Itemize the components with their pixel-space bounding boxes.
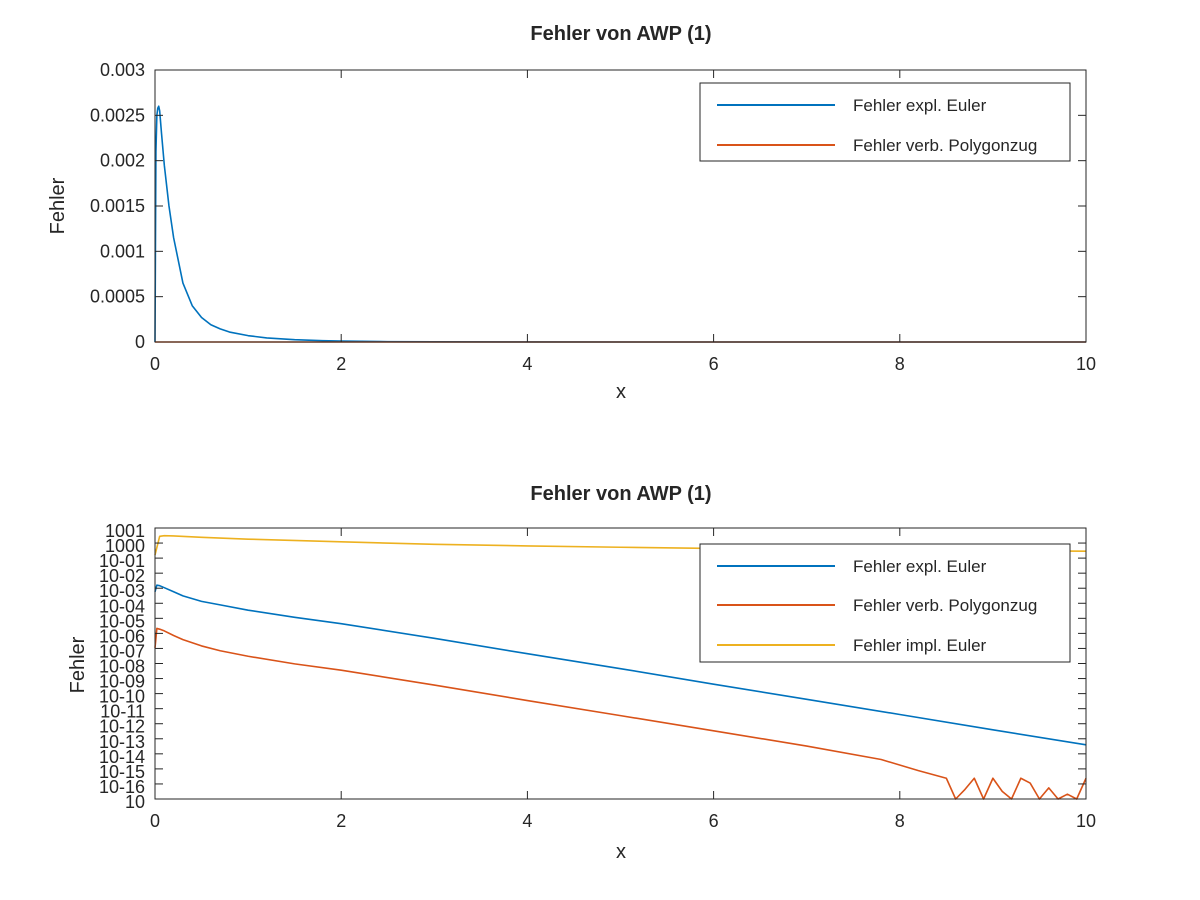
bottom-plot-x-tick-label: 2 [336,811,346,831]
bottom-plot-title: Fehler von AWP (1) [530,483,711,505]
bottom-plot-y-tick-label: 10-01 [99,551,145,571]
top-plot-y-tick-label: 0 [135,332,145,352]
top-plot-y-tick-label: 0.0025 [90,105,145,125]
bottom-plot-y-tick-label: 1001 [105,521,145,541]
top-plot-legend-label-verb-polygonzug: Fehler verb. Polygonzug [853,136,1037,155]
bottom-plot-y-tick-label: 10-11 [100,702,145,722]
bottom-plot-y-tick-label: 10-15 [99,762,145,782]
bottom-plot-legend-label-impl-euler: Fehler impl. Euler [853,636,987,655]
bottom-plot-y-tick-label: 10-07 [99,641,145,661]
bottom-plot-legend-label-expl-euler: Fehler expl. Euler [853,557,987,576]
top-plot-y-tick-label: 0.001 [100,241,145,261]
bottom-plot-y-axis-label: Fehler [67,636,89,693]
bottom-plot-y-tick-label: 1000 [105,536,145,556]
bottom-plot-x-tick-label: 10 [1076,811,1096,831]
top-plot-y-axis-label: Fehler [47,177,69,234]
bottom-plot-legend: Fehler expl. Euler Fehler verb. Polygonz… [699,543,1071,663]
bottom-plot-y-tick-label: 10-14 [99,747,145,767]
top-plot-x-tick-label: 8 [895,354,905,374]
bottom-plot-y-tick-label: 10-03 [99,581,145,601]
bottom-plot-legend-box [699,543,1071,663]
top-plot-y-tick-label: 0.0005 [90,287,145,307]
bottom-plot-y-tick-label: 10-02 [99,566,145,586]
bottom-plot: Fehler von AWP (1) 0 2 4 6 8 101010-1610-1510… [67,483,1096,863]
bottom-plot-y-tick-label: 10-12 [99,717,145,737]
top-plot-legend-label-expl-euler: Fehler expl. Euler [853,96,987,115]
top-plot-x-axis-label: x [616,381,626,403]
bottom-plot-y-tick-label: 10-05 [99,611,145,631]
top-plot-x-tick-label: 4 [522,354,532,374]
top-plot-ticks-layer: 0 2 4 6 8 10 0 0.0005 0.001 0.0015 0.002 0.0025 0.00… [90,60,1096,374]
top-plot-legend: Fehler expl. Euler Fehler verb. Polygonz… [699,82,1071,162]
bottom-plot-y-tick-label: 10-13 [99,732,145,752]
top-plot-y-tick-label: 0.0015 [90,196,145,216]
top-plot: Fehler von AWP (1) 0 2 4 6 8 10 0 0.0005 0.001 0.… [47,23,1096,403]
top-plot-title: Fehler von AWP (1) [530,23,711,45]
bottom-plot-x-tick-label: 4 [522,811,532,831]
bottom-plot-ticks-layer: 0 2 4 6 8 101010-1610-1510-1410-1310-1210-111… [99,521,1096,831]
top-plot-x-tick-label: 0 [150,354,160,374]
top-plot-legend-box [699,82,1071,162]
bottom-plot-y-tick-label: 10-06 [99,626,145,646]
bottom-plot-x-tick-label: 0 [150,811,160,831]
bottom-plot-y-tick-label: 10-09 [99,672,145,692]
bottom-plot-legend-label-verb-polygonzug: Fehler verb. Polygonzug [853,596,1037,615]
bottom-plot-x-axis-label: x [616,841,626,863]
top-plot-x-tick-label: 6 [709,354,719,374]
bottom-plot-series-2-line [154,627,1087,800]
bottom-plot-y-tick-label: 10-16 [99,777,145,797]
bottom-plot-x-tick-label: 6 [709,811,719,831]
top-plot-y-tick-label: 0.003 [100,60,145,80]
top-plot-x-tick-label: 10 [1076,354,1096,374]
bottom-plot-series-1-line [154,584,1087,746]
bottom-plot-y-tick-label: 10 [125,792,145,812]
bottom-plot-y-tick-label: 10-08 [99,657,145,677]
bottom-plot-y-tick-label: 10-10 [99,687,145,707]
bottom-plot-y-tick-label: 10-04 [99,596,145,616]
bottom-plot-x-tick-label: 8 [895,811,905,831]
top-plot-y-tick-label: 0.002 [100,151,145,171]
top-plot-x-tick-label: 2 [336,354,346,374]
